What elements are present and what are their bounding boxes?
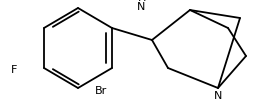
Text: H: H xyxy=(138,0,146,3)
Text: N: N xyxy=(214,91,222,101)
Text: F: F xyxy=(11,65,17,75)
Text: Br: Br xyxy=(95,86,107,96)
Text: N: N xyxy=(137,2,145,12)
